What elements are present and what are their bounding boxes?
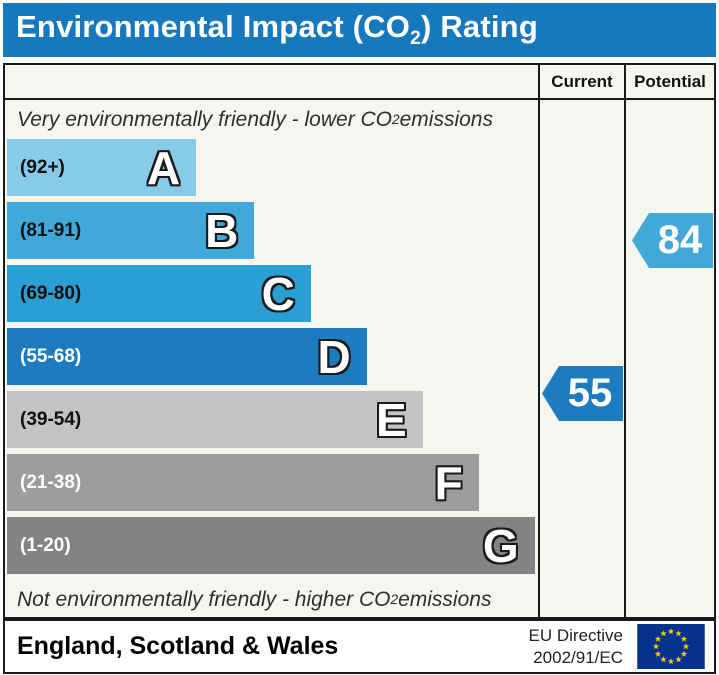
band-e-range: (39-54) bbox=[20, 408, 82, 430]
band-row-f: (21-38) F bbox=[5, 454, 538, 517]
co2-subscript: 2 bbox=[390, 592, 399, 607]
band-a-bar: (92+) A bbox=[7, 139, 197, 196]
co2-subscript: 2 bbox=[392, 112, 400, 127]
title-bar: Environmental Impact (CO2) Rating bbox=[3, 3, 716, 57]
band-f-letter: F bbox=[434, 456, 463, 509]
eu-directive-line2: 2002/91/EC bbox=[533, 647, 623, 667]
band-b-range: (81-91) bbox=[20, 219, 82, 241]
band-row-e: (39-54) E bbox=[5, 391, 538, 454]
band-d-letter: D bbox=[317, 330, 351, 383]
bands-body: Very environmentally friendly - lower CO… bbox=[5, 100, 538, 617]
band-row-d: (55-68) D bbox=[5, 328, 538, 391]
band-row-c: (69-80) C bbox=[5, 265, 538, 328]
band-e-letter: E bbox=[376, 393, 407, 446]
band-b-letter: B bbox=[205, 204, 239, 257]
eu-directive-line1: EU Directive bbox=[528, 626, 623, 646]
band-row-a: (92+) A bbox=[5, 139, 538, 202]
band-d-range: (55-68) bbox=[20, 345, 82, 367]
potential-column: Potential 84 bbox=[626, 65, 714, 617]
band-row-b: (81-91) B bbox=[5, 202, 538, 265]
band-a-range: (92+) bbox=[20, 156, 65, 178]
page-title: Environmental Impact (CO2) Rating bbox=[16, 9, 538, 50]
band-g-letter: G bbox=[482, 519, 519, 572]
header-spacer bbox=[5, 65, 538, 100]
band-g-range: (1-20) bbox=[20, 534, 71, 556]
region-label: England, Scotland & Wales bbox=[17, 632, 339, 660]
potential-rating-arrow: 84 bbox=[632, 213, 713, 268]
band-d-bar: (55-68) D bbox=[7, 328, 367, 385]
potential-column-header: Potential bbox=[626, 65, 714, 100]
scale-note-top: Very environmentally friendly - lower CO… bbox=[17, 107, 493, 131]
eu-directive-label: EU Directive 2002/91/EC bbox=[529, 625, 623, 668]
current-column: Current 55 bbox=[540, 65, 626, 617]
band-row-g: (1-20) G bbox=[5, 517, 538, 580]
band-a-letter: A bbox=[146, 141, 181, 194]
title-co2-subscript: 2 bbox=[410, 28, 421, 50]
scale-note-bottom: Not environmentally friendly - higher CO… bbox=[17, 587, 492, 611]
band-c-letter: C bbox=[261, 267, 295, 320]
band-b-bar: (81-91) B bbox=[7, 202, 255, 259]
bands: (92+) A (81-91) B (69-80) C bbox=[5, 137, 538, 582]
current-column-header: Current bbox=[540, 65, 624, 100]
current-rating-value: 55 bbox=[567, 371, 613, 415]
band-g-bar: (1-20) G bbox=[7, 517, 535, 574]
band-c-bar: (69-80) C bbox=[7, 265, 311, 322]
band-c-range: (69-80) bbox=[20, 282, 82, 304]
footer: England, Scotland & Wales EU Directive 2… bbox=[3, 619, 716, 674]
bands-column: Very environmentally friendly - lower CO… bbox=[5, 65, 540, 617]
band-f-bar: (21-38) F bbox=[7, 454, 479, 511]
potential-column-body: 84 bbox=[626, 100, 714, 617]
potential-rating-value: 84 bbox=[657, 218, 703, 262]
rating-table: Very environmentally friendly - lower CO… bbox=[3, 63, 716, 619]
current-column-body: 55 bbox=[540, 100, 624, 617]
band-f-range: (21-38) bbox=[20, 471, 82, 493]
band-e-bar: (39-54) E bbox=[7, 391, 423, 448]
current-rating-arrow: 55 bbox=[542, 366, 623, 421]
eu-flag-icon bbox=[637, 624, 705, 669]
